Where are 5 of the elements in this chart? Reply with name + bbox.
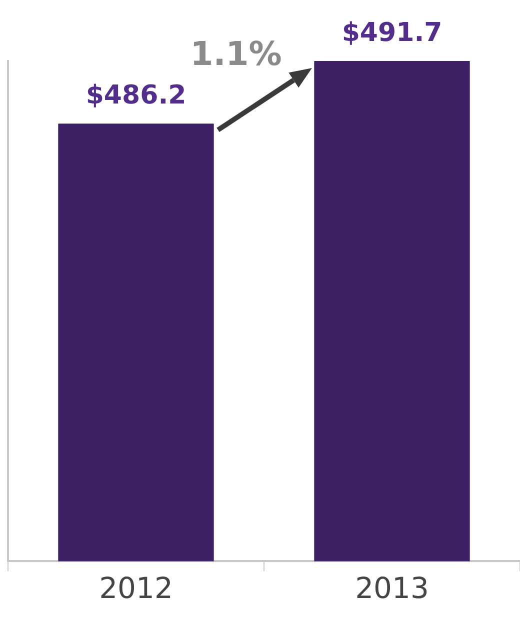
x-tick-label: 2012 <box>99 571 173 606</box>
annotation: 1.1% <box>190 34 282 74</box>
x-tick-label: 2013 <box>355 571 429 606</box>
data-label: $486.2 <box>86 80 186 111</box>
data-label: $491.7 <box>342 18 442 48</box>
